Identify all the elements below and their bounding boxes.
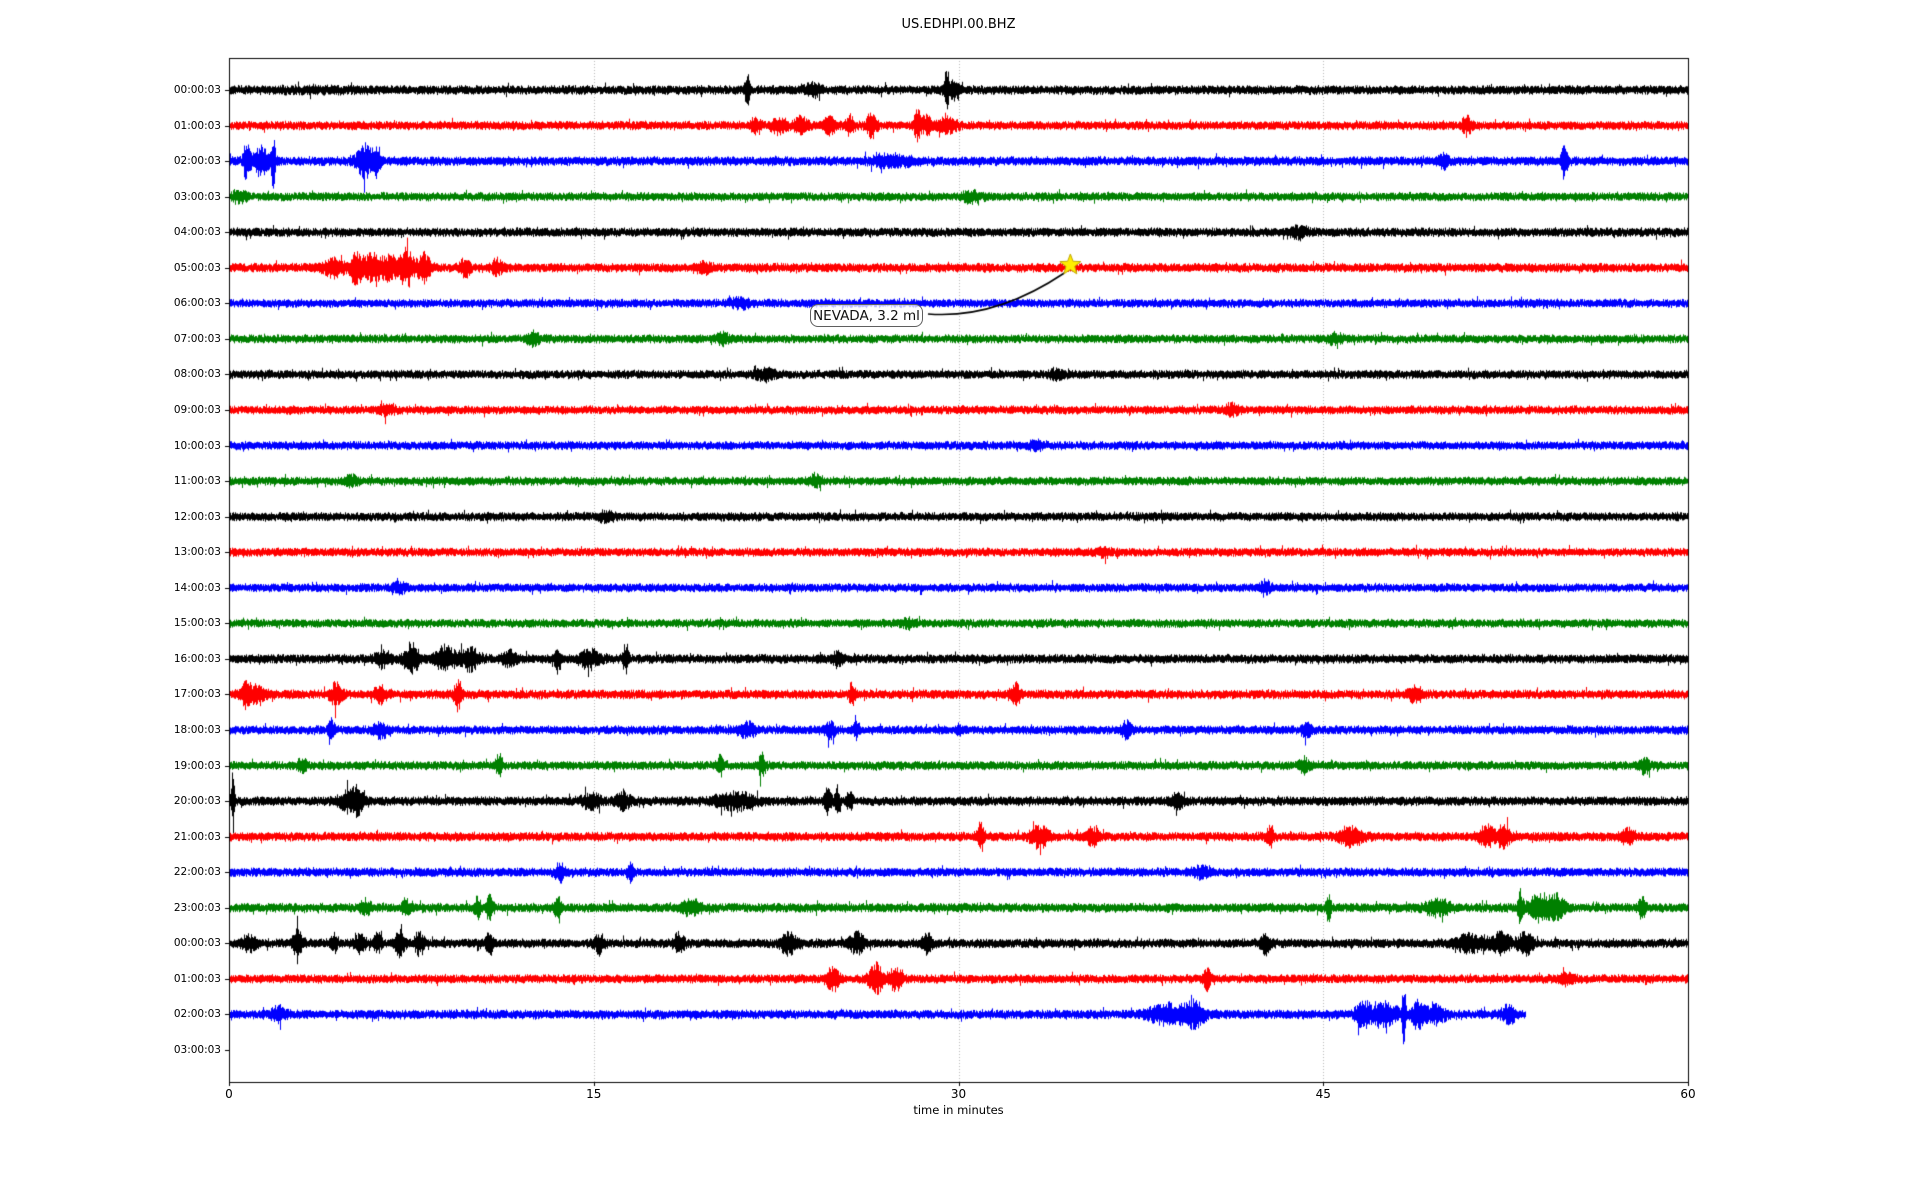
y-axis-label: 19:00:03 xyxy=(173,759,221,772)
y-axis-label: 03:00:03 xyxy=(173,1044,221,1056)
chart-title: US.EDHPI.00.BHZ xyxy=(901,17,1016,32)
y-axis-label: 06:00:03 xyxy=(173,297,221,310)
y-axis-label: 21:00:03 xyxy=(173,830,221,843)
y-axis-label: 03:00:03 xyxy=(173,190,221,203)
x-axis-tick-label: 30 xyxy=(950,1087,967,1101)
y-axis-label: 22:00:03 xyxy=(173,866,221,879)
y-axis-label: 02:00:03 xyxy=(173,155,221,168)
event-annotation-label: NEVADA, 3.2 ml xyxy=(813,307,920,324)
y-axis-label: 01:00:03 xyxy=(173,972,221,985)
x-axis-tick-label: 0 xyxy=(225,1087,233,1101)
y-axis-label: 11:00:03 xyxy=(173,475,221,488)
y-axis-label: 13:00:03 xyxy=(173,546,221,559)
event-annotation-box: NEVADA, 3.2 ml xyxy=(810,304,923,327)
x-axis-tick-label: 15 xyxy=(586,1087,602,1101)
y-axis-label: 04:00:03 xyxy=(173,226,221,239)
y-axis-label: 15:00:03 xyxy=(173,617,221,630)
y-axis-label: 05:00:03 xyxy=(173,261,221,274)
y-axis-label: 17:00:03 xyxy=(173,688,221,701)
y-axis-label: 00:00:03 xyxy=(173,84,221,96)
y-axis-label: 00:00:03 xyxy=(173,937,221,950)
x-axis-tick-label: 60 xyxy=(1680,1087,1696,1101)
y-axis-label: 23:00:03 xyxy=(173,901,221,914)
x-axis-label: time in minutes xyxy=(913,1103,1004,1117)
y-axis-label: 14:00:03 xyxy=(173,581,221,594)
y-axis-label: 20:00:03 xyxy=(173,795,221,808)
y-axis-label: 07:00:03 xyxy=(173,332,221,345)
y-axis-label: 01:00:03 xyxy=(173,119,221,132)
y-axis-label: 10:00:03 xyxy=(173,439,221,452)
y-axis-label: 12:00:03 xyxy=(173,510,221,523)
y-axis-label: 16:00:03 xyxy=(173,652,221,665)
x-axis-tick-label: 45 xyxy=(1315,1087,1331,1101)
y-axis-label: 09:00:03 xyxy=(173,404,221,416)
y-axis-label: 08:00:03 xyxy=(173,368,221,381)
y-axis-label: 02:00:03 xyxy=(173,1008,221,1021)
y-axis-label: 18:00:03 xyxy=(173,724,221,736)
